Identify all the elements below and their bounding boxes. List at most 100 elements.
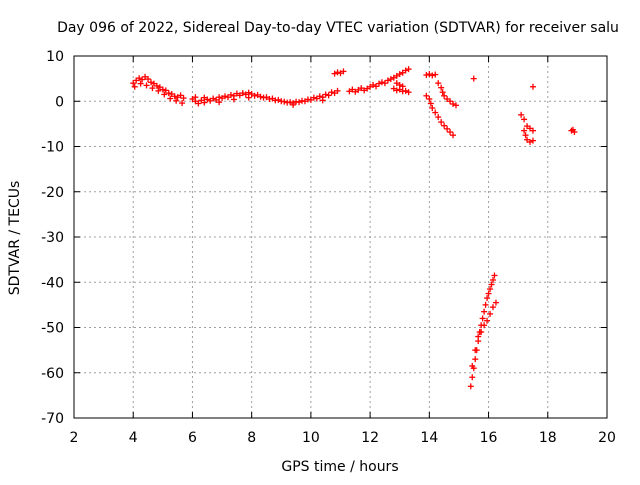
data-point	[439, 89, 446, 96]
plot-frame	[73, 55, 608, 419]
data-point	[529, 127, 536, 134]
data-point	[529, 137, 536, 144]
data-point	[319, 97, 326, 104]
y-tick-label: -60	[41, 366, 64, 382]
data-point	[489, 276, 496, 283]
data-point	[432, 71, 439, 78]
data-point	[201, 94, 208, 101]
data-point	[426, 95, 433, 102]
data-point	[482, 301, 489, 308]
data-point	[173, 97, 180, 104]
data-points	[130, 66, 578, 390]
x-tick-label: 16	[480, 430, 498, 446]
data-point	[521, 116, 528, 123]
data-point	[469, 362, 476, 369]
data-point	[130, 80, 137, 87]
data-point	[195, 100, 202, 107]
x-tick-label: 4	[129, 430, 138, 446]
x-tick-label: 20	[598, 430, 616, 446]
data-point	[373, 83, 380, 90]
x-axis-label: GPS time / hours	[281, 459, 398, 475]
data-point	[489, 304, 496, 311]
chart-title: Day 096 of 2022, Sidereal Day-to-day VTE…	[57, 20, 619, 36]
data-point	[192, 94, 199, 101]
data-point	[328, 89, 335, 96]
data-point	[488, 281, 495, 288]
y-tick-label: -30	[41, 230, 64, 246]
data-point	[427, 100, 434, 107]
data-point	[429, 72, 436, 79]
data-point	[472, 356, 479, 363]
data-point	[487, 286, 494, 293]
x-tick-label: 18	[539, 430, 557, 446]
data-point	[179, 100, 186, 107]
data-point	[441, 122, 448, 129]
data-point	[340, 68, 347, 75]
data-point	[472, 347, 479, 354]
data-point	[435, 114, 442, 121]
data-point	[216, 99, 223, 106]
data-point	[467, 383, 474, 390]
data-point	[479, 315, 486, 322]
data-point	[316, 93, 323, 100]
data-point	[522, 132, 529, 139]
data-point	[161, 91, 168, 98]
data-point	[162, 87, 169, 94]
data-point	[481, 322, 488, 329]
y-axis-label: SDTVAR / TECUs	[7, 181, 23, 296]
data-point	[441, 92, 448, 99]
data-point	[432, 109, 439, 116]
x-tick-label: 6	[188, 430, 197, 446]
y-tick-label: 0	[55, 94, 64, 110]
tick-labels: 2 4 6 8 10 12 14 16 18 20 10 0 -10 -20 -30 -40 -50 -60 -70	[41, 49, 616, 446]
y-tick-label: -20	[41, 185, 64, 201]
data-point	[290, 101, 297, 108]
data-point	[475, 333, 482, 340]
data-point	[470, 75, 477, 82]
data-point	[521, 127, 528, 134]
grid-lines	[74, 56, 607, 418]
data-point	[257, 93, 264, 100]
data-point	[222, 93, 229, 100]
data-point	[518, 111, 525, 118]
data-point	[423, 72, 430, 79]
y-tick-label: -10	[41, 140, 64, 156]
data-point	[381, 80, 388, 87]
x-tick-label: 14	[420, 430, 438, 446]
data-point	[230, 96, 237, 103]
data-point	[447, 129, 454, 136]
data-point	[227, 91, 234, 98]
data-point	[492, 299, 499, 306]
data-point	[452, 102, 459, 109]
y-tick-label: -70	[41, 411, 64, 427]
data-point	[393, 87, 400, 94]
data-point	[281, 98, 288, 105]
data-point	[131, 83, 138, 90]
data-point	[143, 82, 150, 89]
data-point	[444, 125, 451, 132]
data-point	[137, 80, 144, 87]
data-point	[171, 93, 178, 100]
x-tick-label: 12	[361, 430, 379, 446]
data-point	[438, 84, 445, 91]
data-point	[485, 290, 492, 297]
data-point	[491, 272, 498, 279]
data-point	[429, 105, 436, 112]
x-tick-label: 2	[70, 430, 79, 446]
data-point	[322, 91, 329, 98]
data-point	[405, 89, 412, 96]
data-point	[469, 374, 476, 381]
data-point	[251, 92, 258, 99]
x-tick-label: 10	[302, 430, 320, 446]
data-point	[165, 90, 172, 97]
data-point	[155, 87, 162, 94]
data-point	[438, 119, 445, 126]
data-point	[159, 86, 166, 93]
data-point	[478, 329, 485, 336]
data-point	[529, 83, 536, 90]
y-tick-label: -50	[41, 321, 64, 337]
data-point	[149, 85, 156, 92]
